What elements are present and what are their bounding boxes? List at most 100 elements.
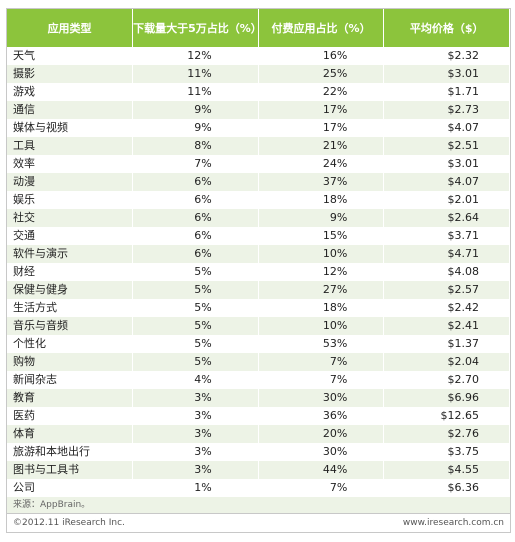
table-cell: 效率 <box>7 155 134 173</box>
table-cell: $2.70 <box>383 371 510 389</box>
table-cell: 37% <box>258 173 385 191</box>
table-row: 音乐与音频 5% 10% $2.41 <box>7 317 510 335</box>
table-cell: 教育 <box>7 389 134 407</box>
table-cell: 个性化 <box>7 335 134 353</box>
table-frame: 应用类型 下载量大于5万占比（%） 付费应用占比（%） 平均价格（$） 天气 12% 16%… <box>6 8 511 533</box>
table-cell: 工具 <box>7 137 134 155</box>
header-cell: 下载量大于5万占比（%） <box>132 9 262 47</box>
table-cell: 通信 <box>7 101 134 119</box>
table-cell: $6.36 <box>383 479 510 497</box>
table-cell: 6% <box>132 191 259 209</box>
table-row: 财经 5% 12% $4.08 <box>7 263 510 281</box>
url: www.iresearch.com.cn <box>402 518 504 528</box>
table-cell: 12% <box>132 47 259 65</box>
table-cell: 21% <box>258 137 385 155</box>
table-cell: 媒体与视频 <box>7 119 134 137</box>
table-cell: 天气 <box>7 47 134 65</box>
table-cell: $4.71 <box>383 245 510 263</box>
table-cell: 7% <box>258 371 385 389</box>
table-cell: $12.65 <box>383 407 510 425</box>
table-cell: 7% <box>258 479 385 497</box>
copyright: ©2012.11 iResearch Inc. <box>13 518 125 528</box>
table-cell: $2.64 <box>383 209 510 227</box>
table-row: 新闻杂志 4% 7% $2.70 <box>7 371 510 389</box>
table-cell: $3.71 <box>383 227 510 245</box>
table-cell: 30% <box>258 389 385 407</box>
table-row: 购物 5% 7% $2.04 <box>7 353 510 371</box>
footer: ©2012.11 iResearch Inc. www.iresearch.co… <box>7 513 510 532</box>
table-cell: 11% <box>132 65 259 83</box>
table-cell: $3.75 <box>383 443 510 461</box>
table-cell: $4.07 <box>383 119 510 137</box>
table-cell: 购物 <box>7 353 134 371</box>
table-cell: 44% <box>258 461 385 479</box>
table-cell: 动漫 <box>7 173 134 191</box>
table-cell: $1.71 <box>383 83 510 101</box>
table-cell: 财经 <box>7 263 134 281</box>
table-cell: $2.76 <box>383 425 510 443</box>
table-row: 旅游和本地出行 3% 30% $3.75 <box>7 443 510 461</box>
table-row: 医药 3% 36% $12.65 <box>7 407 510 425</box>
table-cell: 30% <box>258 443 385 461</box>
table-cell: $6.96 <box>383 389 510 407</box>
table-cell: 音乐与音频 <box>7 317 134 335</box>
table-cell: 图书与工具书 <box>7 461 134 479</box>
table-cell: 生活方式 <box>7 299 134 317</box>
table-cell: 27% <box>258 281 385 299</box>
table-row: 交通 6% 15% $3.71 <box>7 227 510 245</box>
table-cell: $2.51 <box>383 137 510 155</box>
table-cell: 10% <box>258 317 385 335</box>
table-row: 动漫 6% 37% $4.07 <box>7 173 510 191</box>
table-cell: 36% <box>258 407 385 425</box>
table-cell: 18% <box>258 191 385 209</box>
table-cell: 社交 <box>7 209 134 227</box>
table-cell: 5% <box>132 353 259 371</box>
table-cell: 5% <box>132 299 259 317</box>
table-cell: 17% <box>258 119 385 137</box>
table-cell: 6% <box>132 209 259 227</box>
table-cell: 7% <box>258 353 385 371</box>
table-row: 工具 8% 21% $2.51 <box>7 137 510 155</box>
table-row: 生活方式 5% 18% $2.42 <box>7 299 510 317</box>
app-table: 应用类型 下载量大于5万占比（%） 付费应用占比（%） 平均价格（$） 天气 12% 16%… <box>7 9 510 497</box>
table-cell: 22% <box>258 83 385 101</box>
table-cell: 软件与演示 <box>7 245 134 263</box>
table-cell: 3% <box>132 443 259 461</box>
table-cell: 9% <box>132 119 259 137</box>
table-cell: 12% <box>258 263 385 281</box>
table-cell: 旅游和本地出行 <box>7 443 134 461</box>
header-row: 应用类型 下载量大于5万占比（%） 付费应用占比（%） 平均价格（$） <box>7 9 510 47</box>
table-row: 通信 9% 17% $2.73 <box>7 101 510 119</box>
table-cell: 20% <box>258 425 385 443</box>
table-cell: $4.07 <box>383 173 510 191</box>
table-cell: 5% <box>132 317 259 335</box>
table-row: 体育 3% 20% $2.76 <box>7 425 510 443</box>
table-cell: 1% <box>132 479 259 497</box>
table-cell: 9% <box>132 101 259 119</box>
table-cell: $2.01 <box>383 191 510 209</box>
table-cell: 9% <box>258 209 385 227</box>
table-cell: $4.08 <box>383 263 510 281</box>
table-cell: 3% <box>132 389 259 407</box>
table-cell: $3.01 <box>383 65 510 83</box>
source: 来源：AppBrain。 <box>7 497 510 513</box>
table-cell: 新闻杂志 <box>7 371 134 389</box>
table-cell: 摄影 <box>7 65 134 83</box>
table-row: 游戏 11% 22% $1.71 <box>7 83 510 101</box>
table-row: 效率 7% 24% $3.01 <box>7 155 510 173</box>
table-cell: 11% <box>132 83 259 101</box>
table-cell: 娱乐 <box>7 191 134 209</box>
table-cell: 3% <box>132 425 259 443</box>
header-cell: 付费应用占比（%） <box>258 9 385 47</box>
table-cell: 游戏 <box>7 83 134 101</box>
table-cell: 53% <box>258 335 385 353</box>
table-row: 天气 12% 16% $2.32 <box>7 47 510 65</box>
table-row: 社交 6% 9% $2.64 <box>7 209 510 227</box>
table-cell: $2.73 <box>383 101 510 119</box>
table-row: 摄影 11% 25% $3.01 <box>7 65 510 83</box>
table-cell: 4% <box>132 371 259 389</box>
table-cell: 25% <box>258 65 385 83</box>
table-cell: 体育 <box>7 425 134 443</box>
table-cell: 医药 <box>7 407 134 425</box>
